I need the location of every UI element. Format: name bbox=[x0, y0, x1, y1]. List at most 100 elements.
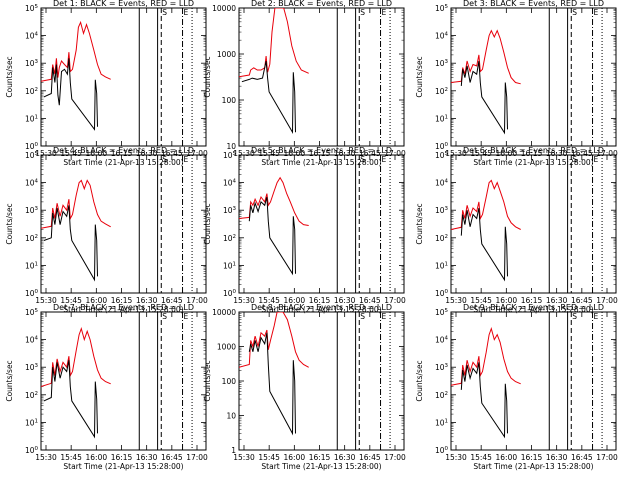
y-axis-label: Counts/sec bbox=[203, 56, 212, 97]
event-marker-label: E bbox=[594, 8, 599, 17]
x-tick-label: 15:45 bbox=[258, 453, 280, 462]
x-tick-label: 16:30 bbox=[334, 296, 356, 305]
x-tick-label: 17:00 bbox=[186, 296, 208, 305]
events-series-line bbox=[241, 60, 296, 135]
x-tick-label: 16:30 bbox=[546, 453, 568, 462]
y-tick-label: 103 bbox=[435, 59, 449, 68]
events-series-line bbox=[43, 58, 98, 131]
events-series-line bbox=[43, 205, 98, 282]
x-tick-label: 15:45 bbox=[470, 296, 492, 305]
x-tick-label: 16:45 bbox=[571, 149, 593, 158]
plot-frame bbox=[40, 154, 207, 294]
plot-frame bbox=[450, 7, 617, 147]
y-tick-label: 101 bbox=[25, 114, 38, 123]
x-tick-label: 15:30 bbox=[445, 296, 467, 305]
x-axis-label: Start Time (21-Apr-13 15:28:00) bbox=[63, 158, 183, 167]
y-tick-label: 105 bbox=[25, 151, 39, 160]
lld-series-line bbox=[239, 312, 309, 368]
panel-title: Det 6: BLACK = Events, RED = LLD bbox=[463, 146, 604, 155]
x-tick-label: 16:45 bbox=[359, 296, 381, 305]
x-tick-label: 16:30 bbox=[334, 149, 356, 158]
events-series-line bbox=[248, 332, 296, 436]
x-tick-label: 16:45 bbox=[161, 453, 183, 462]
y-axis-label: Counts/sec bbox=[5, 360, 14, 401]
x-tick-label: 16:30 bbox=[546, 296, 568, 305]
lld-series-line bbox=[41, 179, 111, 229]
y-tick-label: 102 bbox=[25, 391, 38, 400]
events-series-line bbox=[248, 196, 296, 276]
event-marker-label: E bbox=[184, 312, 189, 321]
x-tick-label: 16:15 bbox=[309, 453, 331, 462]
event-marker-label: E bbox=[382, 312, 387, 321]
plot-frame bbox=[238, 7, 405, 147]
event-marker-label: E bbox=[382, 8, 387, 17]
event-marker-label: S bbox=[162, 8, 167, 17]
x-tick-label: 16:00 bbox=[86, 296, 108, 305]
event-marker-label: E bbox=[594, 312, 599, 321]
event-marker-label: S bbox=[162, 312, 167, 321]
y-tick-label: 104 bbox=[25, 179, 39, 188]
y-tick-label: 105 bbox=[435, 308, 449, 317]
y-tick-label: 102 bbox=[25, 234, 38, 243]
y-tick-label: 104 bbox=[435, 179, 449, 188]
y-tick-label: 100 bbox=[25, 142, 39, 151]
event-marker-label: E bbox=[184, 8, 189, 17]
x-tick-label: 16:00 bbox=[86, 149, 108, 158]
y-tick-label: 100 bbox=[222, 96, 237, 105]
lld-series-line bbox=[41, 20, 111, 82]
panel-title: Det 4: BLACK = Events, RED = LLD bbox=[53, 146, 194, 155]
y-axis-label: Counts/sec bbox=[415, 203, 424, 244]
y-tick-label: 1 bbox=[231, 446, 236, 455]
event-marker-label: S bbox=[572, 312, 577, 321]
x-axis-label: Start Time (21-Apr-13 15:28:00) bbox=[261, 305, 381, 314]
x-axis-label: Start Time (21-Apr-13 15:28:00) bbox=[63, 462, 183, 471]
x-tick-label: 16:00 bbox=[284, 296, 306, 305]
plot-frame bbox=[40, 7, 207, 147]
y-axis-label: Counts/sec bbox=[415, 56, 424, 97]
x-tick-label: 16:00 bbox=[284, 149, 306, 158]
x-tick-label: 16:00 bbox=[86, 453, 108, 462]
x-tick-label: 16:15 bbox=[521, 296, 543, 305]
panel-title: Det 3: BLACK = Events, RED = LLD bbox=[463, 0, 604, 8]
event-marker-label: E bbox=[184, 155, 189, 164]
lld-series-line bbox=[41, 326, 111, 387]
event-marker-label: S bbox=[572, 155, 577, 164]
y-tick-label: 100 bbox=[25, 446, 39, 455]
y-axis-label: Counts/sec bbox=[203, 203, 212, 244]
panel-title: Det 2: BLACK = Events, RED = LLD bbox=[251, 0, 392, 8]
x-tick-label: 15:30 bbox=[233, 149, 255, 158]
y-tick-label: 102 bbox=[435, 87, 448, 96]
y-tick-label: 103 bbox=[435, 363, 449, 372]
y-tick-label: 105 bbox=[435, 4, 449, 13]
panel-title: Det 5: BLACK = Events, RED = LLD bbox=[251, 146, 392, 155]
event-marker-label: E bbox=[382, 155, 387, 164]
y-tick-label: 100 bbox=[25, 289, 39, 298]
y-tick-label: 100 bbox=[435, 142, 449, 151]
plot-frame bbox=[238, 154, 405, 294]
lld-series-line bbox=[451, 326, 521, 386]
y-tick-label: 103 bbox=[25, 363, 39, 372]
x-tick-label: 16:45 bbox=[161, 149, 183, 158]
panel-title: Det 1: BLACK = Events, RED = LLD bbox=[53, 0, 194, 8]
x-tick-label: 16:45 bbox=[571, 453, 593, 462]
plot-frame bbox=[450, 311, 617, 451]
y-tick-label: 103 bbox=[25, 59, 39, 68]
x-tick-label: 15:30 bbox=[445, 149, 467, 158]
x-tick-label: 17:00 bbox=[596, 149, 618, 158]
x-tick-label: 16:00 bbox=[496, 149, 518, 158]
y-tick-label: 10 bbox=[226, 412, 236, 421]
x-axis-label: Start Time (21-Apr-13 15:28:00) bbox=[473, 462, 593, 471]
x-tick-label: 16:15 bbox=[309, 296, 331, 305]
y-tick-label: 103 bbox=[223, 206, 237, 215]
plot-frame bbox=[40, 311, 207, 451]
panel-title: Det 7: BLACK = Events, RED = LLD bbox=[53, 303, 194, 312]
y-tick-label: 10000 bbox=[212, 4, 236, 13]
x-tick-label: 17:00 bbox=[384, 149, 406, 158]
x-tick-label: 15:45 bbox=[60, 149, 82, 158]
x-tick-label: 16:45 bbox=[161, 296, 183, 305]
y-tick-label: 100 bbox=[223, 289, 237, 298]
